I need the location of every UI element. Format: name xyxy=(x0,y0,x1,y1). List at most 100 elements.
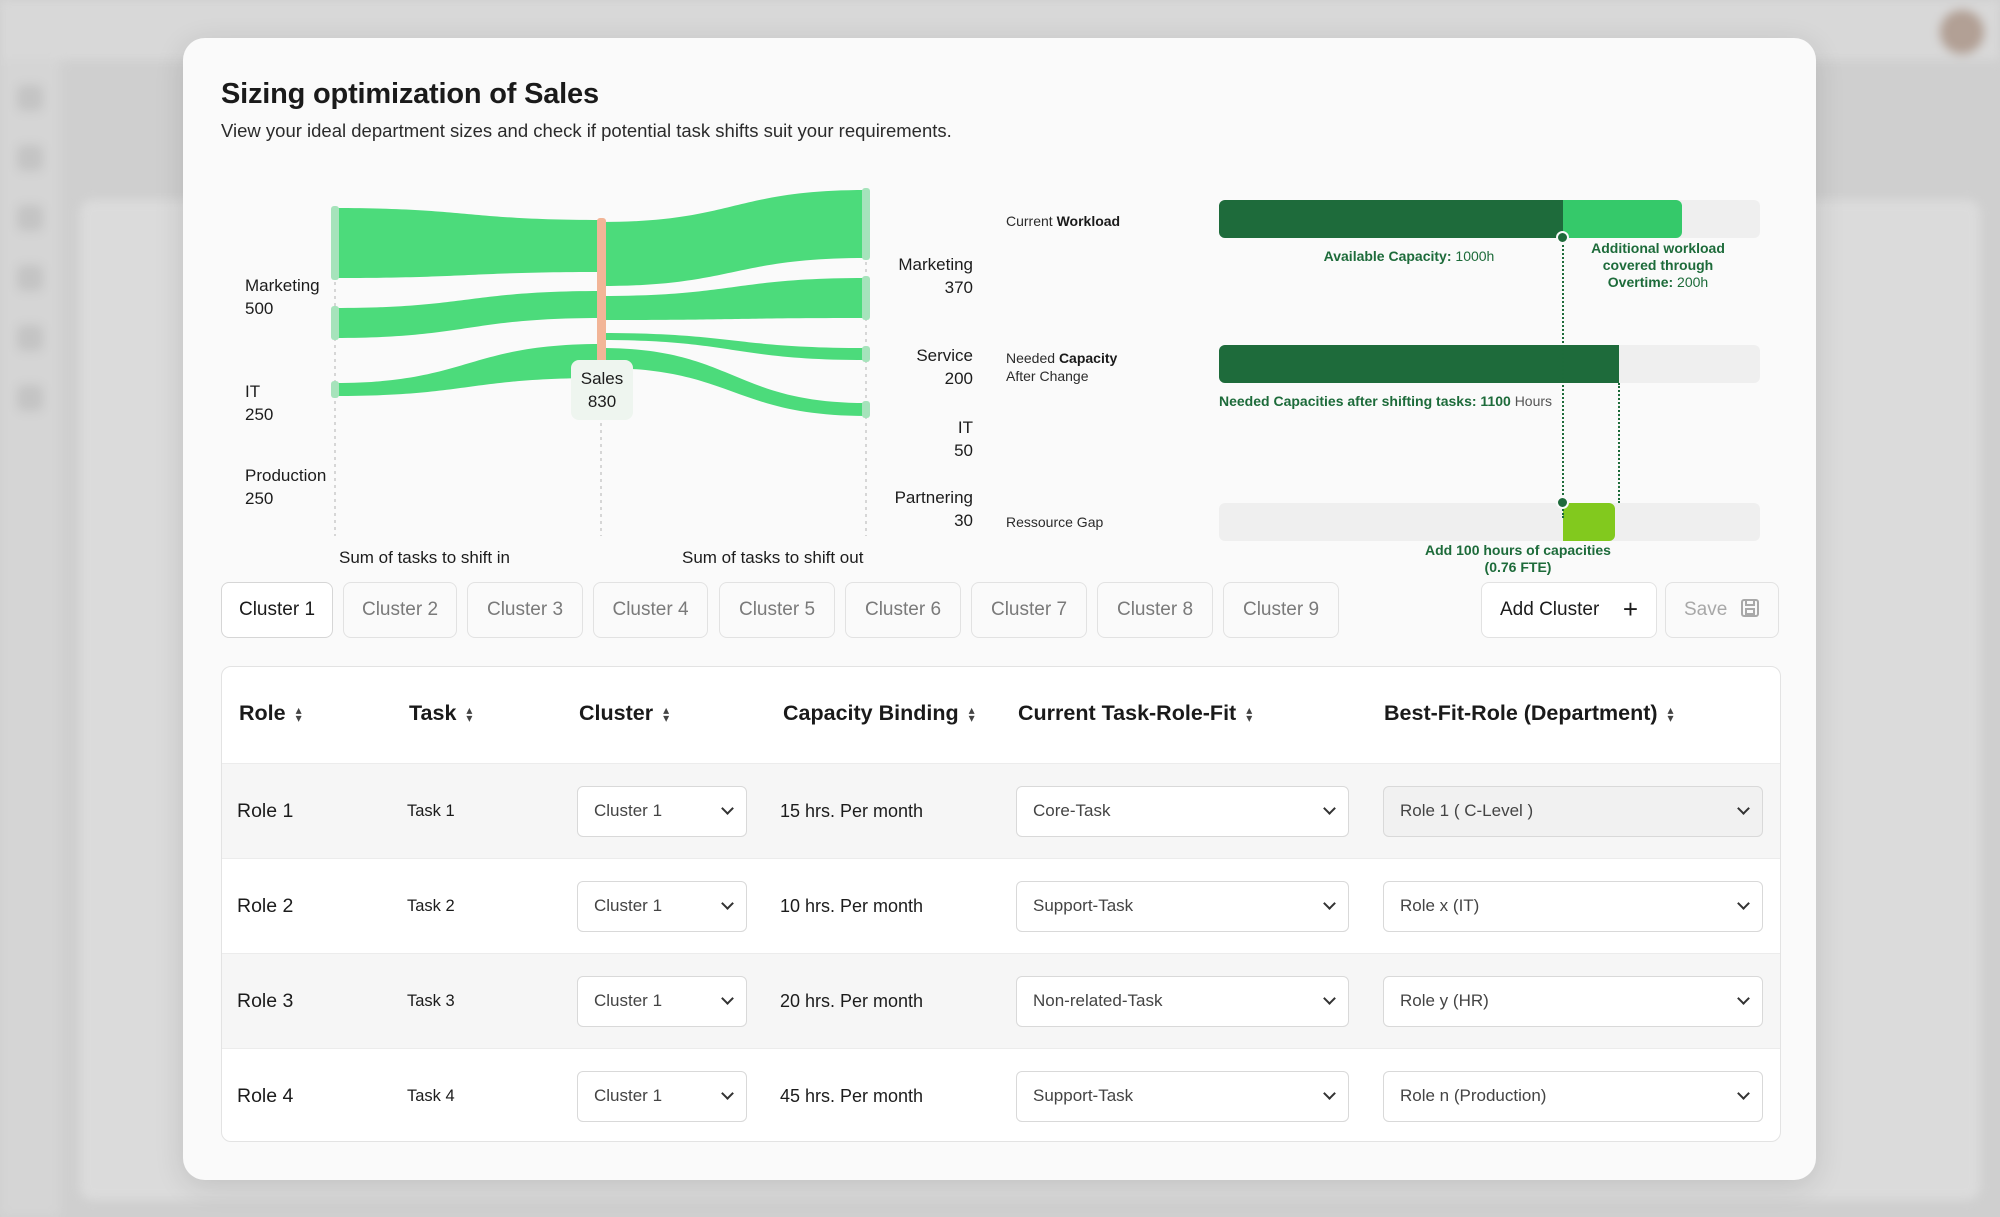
sankey-node-partnering-out xyxy=(862,401,870,418)
available-capacity-segment xyxy=(1219,200,1563,238)
tab-cluster-4[interactable]: Cluster 4 xyxy=(593,582,708,638)
sankey-target-it: IT 50 xyxy=(954,418,973,460)
sankey-node-production-in xyxy=(331,381,339,398)
best-fit-role-select[interactable]: Role x (IT) xyxy=(1383,881,1763,932)
avatar xyxy=(1940,10,1984,54)
chevron-down-icon xyxy=(721,897,734,910)
available-capacity-caption: Available Capacity: 1000h xyxy=(1323,248,1495,264)
chevron-down-icon xyxy=(1323,1087,1336,1100)
sort-icon[interactable]: ▴ ▾ xyxy=(1246,703,1253,726)
role-cell: Role 2 xyxy=(237,895,294,917)
current-workload-label: Current Workload xyxy=(1006,213,1121,229)
sankey-node-marketing-in xyxy=(331,206,339,280)
task-cell: Task 1 xyxy=(407,802,455,820)
background-nav-icon xyxy=(17,145,43,171)
sankey-footer-out: Sum of tasks to shift out xyxy=(682,548,864,567)
capacity-panel: Current Workload Available Capacity: 100… xyxy=(1003,168,1783,588)
current-workload-bar xyxy=(1219,200,1760,238)
sizing-modal: Sizing optimization of Sales View your i… xyxy=(183,38,1816,1180)
floppy-disk-icon xyxy=(1740,598,1760,618)
column-header-task[interactable]: Task ▴ ▾ xyxy=(409,701,473,726)
background-sidebar xyxy=(0,60,60,1217)
chevron-down-icon xyxy=(721,802,734,815)
overtime-segment xyxy=(1563,200,1682,238)
resource-gap-marker xyxy=(1556,496,1569,509)
modal-subtitle: View your ideal department sizes and che… xyxy=(221,120,952,141)
column-header-capacity-binding[interactable]: Capacity Binding ▴ ▾ xyxy=(783,701,975,726)
best-fit-role-select[interactable]: Role n (Production) xyxy=(1383,1071,1763,1122)
role-cell: Role 3 xyxy=(237,990,294,1012)
task-role-fit-select[interactable]: Support-Task xyxy=(1016,881,1349,932)
resource-gap-segment xyxy=(1563,503,1615,541)
tab-cluster-8[interactable]: Cluster 8 xyxy=(1097,582,1213,638)
chevron-down-icon xyxy=(721,992,734,1005)
sort-icon[interactable]: ▴ ▾ xyxy=(1667,703,1674,726)
needed-capacity-label: Needed Capacity After Change xyxy=(1006,350,1118,384)
tab-cluster-6[interactable]: Cluster 6 xyxy=(845,582,961,638)
sort-icon[interactable]: ▴ ▾ xyxy=(968,703,975,726)
overtime-caption: Additional workload covered through Over… xyxy=(1591,240,1725,290)
background-nav-icon xyxy=(17,265,43,291)
chevron-down-icon xyxy=(1323,992,1336,1005)
resource-gap-caption: Add 100 hours of capacities (0.76 FTE) xyxy=(1425,542,1611,575)
tab-cluster-2[interactable]: Cluster 2 xyxy=(343,582,457,638)
sankey-node-it-in xyxy=(331,306,339,340)
sankey-center-label: Sales 830 xyxy=(571,360,633,420)
sankey-source-marketing: Marketing 500 xyxy=(245,276,320,318)
chevron-down-icon xyxy=(1323,802,1336,815)
cluster-select[interactable]: Cluster 1 xyxy=(577,881,747,932)
sankey-target-service: Service 200 xyxy=(916,346,973,388)
chevron-down-icon xyxy=(1323,897,1336,910)
column-header-role[interactable]: Role ▴ ▾ xyxy=(239,701,302,726)
capacity-binding-cell: 45 hrs. Per month xyxy=(780,1086,924,1106)
sankey-source-it: IT 250 xyxy=(245,382,274,424)
flow-it-in xyxy=(335,291,601,338)
task-table: Role ▴ ▾ Task ▴ ▾ Cluster ▴ ▾ Capacity Binding… xyxy=(221,666,1781,1142)
flow-production-in xyxy=(335,344,601,396)
cluster-select[interactable]: Cluster 1 xyxy=(577,786,747,837)
task-cell: Task 3 xyxy=(407,992,455,1010)
needed-capacity-caption: Needed Capacities after shifting tasks: … xyxy=(1219,393,1553,409)
available-capacity-marker-line xyxy=(1562,238,1564,518)
sankey-target-marketing: Marketing 370 xyxy=(898,255,973,297)
flow-service-out xyxy=(601,278,866,320)
task-role-fit-select[interactable]: Core-Task xyxy=(1016,786,1349,837)
role-cell: Role 1 xyxy=(237,800,294,822)
tab-cluster-5[interactable]: Cluster 5 xyxy=(719,582,835,638)
column-header-task-role-fit[interactable]: Current Task-Role-Fit ▴ ▾ xyxy=(1018,701,1253,726)
table-row: Role 1 Task 1 Cluster 1 15 hrs. Per mont… xyxy=(222,763,1780,858)
save-button[interactable]: Save xyxy=(1665,582,1779,638)
tab-cluster-7[interactable]: Cluster 7 xyxy=(971,582,1087,638)
resource-gap-bar xyxy=(1219,503,1760,541)
tab-cluster-1[interactable]: Cluster 1 xyxy=(221,582,333,638)
sankey-node-it-out xyxy=(862,346,870,362)
column-header-cluster[interactable]: Cluster ▴ ▾ xyxy=(579,701,670,726)
background-nav-icon xyxy=(17,325,43,351)
column-header-best-fit-role[interactable]: Best-Fit-Role (Department) ▴ ▾ xyxy=(1384,701,1674,726)
role-cell: Role 4 xyxy=(237,1085,294,1107)
background-nav-icon xyxy=(17,385,43,411)
cluster-select[interactable]: Cluster 1 xyxy=(577,1071,747,1122)
tab-cluster-9[interactable]: Cluster 9 xyxy=(1223,582,1339,638)
tab-cluster-3[interactable]: Cluster 3 xyxy=(467,582,583,638)
capacity-binding-cell: 20 hrs. Per month xyxy=(780,991,924,1011)
sankey-node-sales xyxy=(597,218,606,394)
sankey-source-production: Production 250 xyxy=(245,466,327,508)
cluster-select[interactable]: Cluster 1 xyxy=(577,976,747,1027)
task-role-fit-select[interactable]: Support-Task xyxy=(1016,1071,1349,1122)
add-cluster-button[interactable]: Add Cluster + xyxy=(1481,582,1657,638)
flow-marketing-out xyxy=(601,190,866,286)
sankey-node-service-out xyxy=(862,276,870,320)
sort-icon[interactable]: ▴ ▾ xyxy=(295,703,302,726)
needed-capacity-marker-line xyxy=(1618,383,1620,503)
available-capacity-marker xyxy=(1556,231,1569,244)
best-fit-role-select[interactable]: Role 1 ( C-Level ) xyxy=(1383,786,1763,837)
task-role-fit-select[interactable]: Non-related-Task xyxy=(1016,976,1349,1027)
sort-icon[interactable]: ▴ ▾ xyxy=(663,703,670,726)
save-label: Save xyxy=(1684,599,1728,620)
shift-sankey-diagram: Marketing 500 IT 250 Production 250 Sales 83… xyxy=(183,168,983,588)
sankey-footer-in: Sum of tasks to shift in xyxy=(339,548,511,567)
best-fit-role-select[interactable]: Role y (HR) xyxy=(1383,976,1763,1027)
table-row: Role 4 Task 4 Cluster 1 45 hrs. Per mont… xyxy=(222,1048,1780,1141)
sort-icon[interactable]: ▴ ▾ xyxy=(466,703,473,726)
